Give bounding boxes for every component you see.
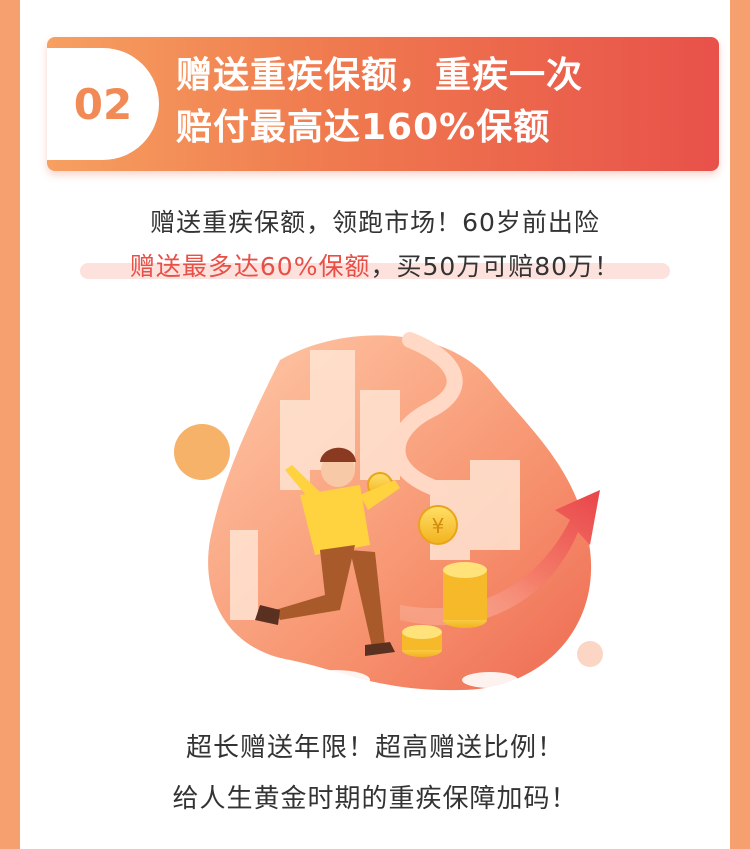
footer-line-2: 给人生黄金时期的重疾保障加码！ [172, 784, 578, 814]
person-chasing-coins-illustration: ¥ [174, 332, 603, 691]
small-circle [577, 641, 603, 667]
banner-title-line-2: 赔付最高达160%保额 [176, 107, 551, 148]
running-person [255, 447, 400, 656]
section-banner [47, 37, 719, 171]
orange-circle [174, 424, 230, 480]
section-number: 02 [73, 79, 133, 129]
banner-title-line-1: 赠送重疾保额，重疾一次 [176, 55, 584, 96]
clouds [300, 670, 518, 690]
banner-title: 赠送重疾保额，重疾一次 赔付最高达160%保额 [176, 50, 706, 154]
growth-arrow [400, 490, 600, 626]
flying-coin-large: ¥ [418, 505, 458, 545]
intro-rest-text: ，买50万可赔80万！ [370, 252, 621, 281]
footer-line-1: 超长赠送年限！超高赠送比例！ [185, 733, 564, 763]
winding-road [389, 332, 463, 498]
intro-highlight-text: 赠送最多达60%保额 [129, 252, 371, 281]
coin-yen-symbol: ¥ [432, 514, 445, 538]
section-number-badge: 02 [47, 48, 159, 160]
intro-line-1: 赠送重疾保额，领跑市场！60岁前出险 [150, 208, 600, 237]
background-blob [208, 335, 592, 691]
coin-stack [402, 562, 487, 657]
intro-line-2: 赠送最多达60%保额，买50万可赔80万！ [0, 247, 750, 283]
highlight-bar [80, 263, 670, 279]
